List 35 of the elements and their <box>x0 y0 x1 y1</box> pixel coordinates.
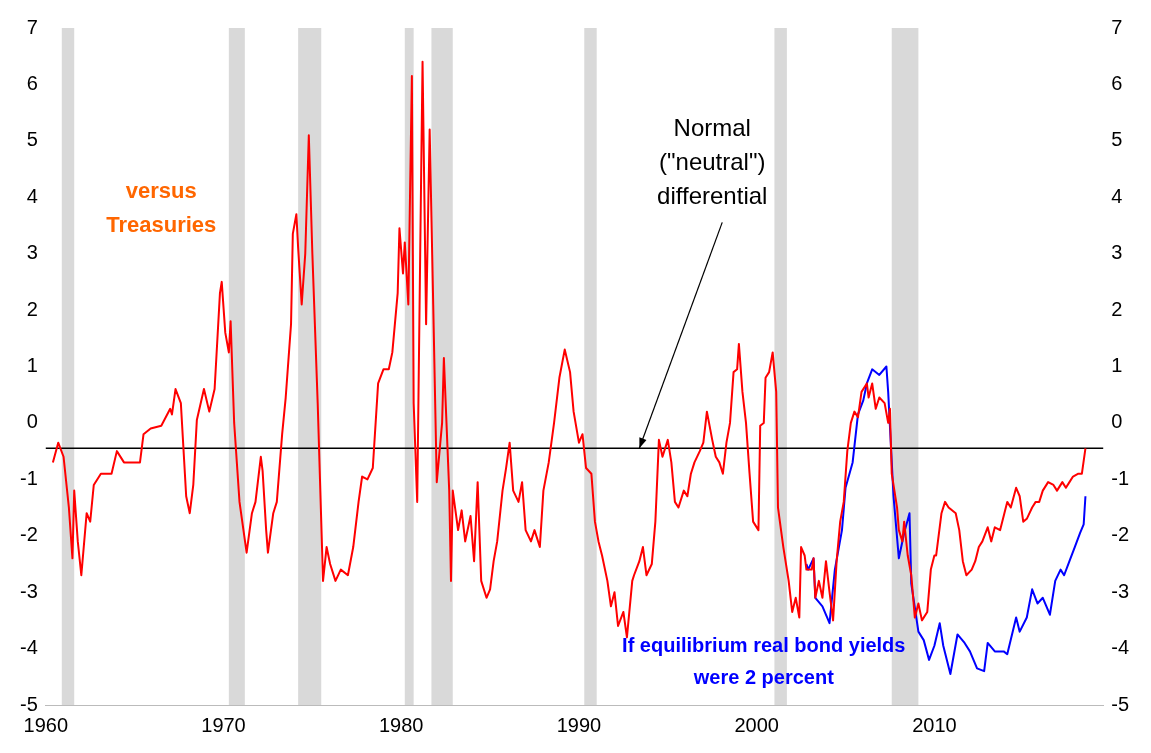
y-tick-label: 6 <box>26 71 38 94</box>
y2-tick-label: 1 <box>1111 354 1123 377</box>
y-tick-label: 7 <box>26 15 38 38</box>
y2-tick-label: -5 <box>1111 692 1130 715</box>
y-tick-label: 3 <box>26 241 38 264</box>
x-tick-label: 1990 <box>556 713 602 736</box>
y2-tick-label: -3 <box>1111 579 1130 602</box>
y-tick-label: -2 <box>19 523 38 546</box>
y-tick-label: 5 <box>26 128 38 151</box>
y2-tick-label: 5 <box>1111 128 1123 151</box>
y-tick-label: 2 <box>26 297 38 320</box>
y-tick-label: -3 <box>19 579 38 602</box>
y-tick-label: 0 <box>26 410 38 433</box>
y2-tick-label: 6 <box>1111 71 1123 94</box>
y2-tick-label: 7 <box>1111 15 1123 38</box>
annotation: Normal ("neutral") differential <box>657 114 768 210</box>
y-tick-label: 1 <box>26 354 38 377</box>
text: versus Treasuries <box>106 177 217 237</box>
series-label: If equilibrium real bond yields were 2 percent <box>622 634 906 689</box>
y-tick-label: 4 <box>26 184 38 207</box>
y-tick-label: -5 <box>19 692 38 715</box>
y2-tick-label: -1 <box>1111 466 1130 489</box>
y-tick-label: -4 <box>19 636 38 659</box>
y2-tick-label: 3 <box>1111 241 1123 264</box>
y2-tick-label: 4 <box>1111 184 1123 207</box>
x-tick-label: 1970 <box>201 713 246 736</box>
x-tick-label: 1960 <box>23 713 69 736</box>
x-tick-label: 2000 <box>734 713 779 736</box>
x-tick-label: 2010 <box>912 713 957 736</box>
y2-tick-label: 2 <box>1111 297 1123 320</box>
y-tick-label: -1 <box>19 466 38 489</box>
y2-tick-label: 0 <box>1111 410 1123 433</box>
x-tick-label: 1980 <box>378 713 424 736</box>
y2-tick-label: -4 <box>1111 636 1130 659</box>
y2-tick-label: -2 <box>1111 523 1130 546</box>
